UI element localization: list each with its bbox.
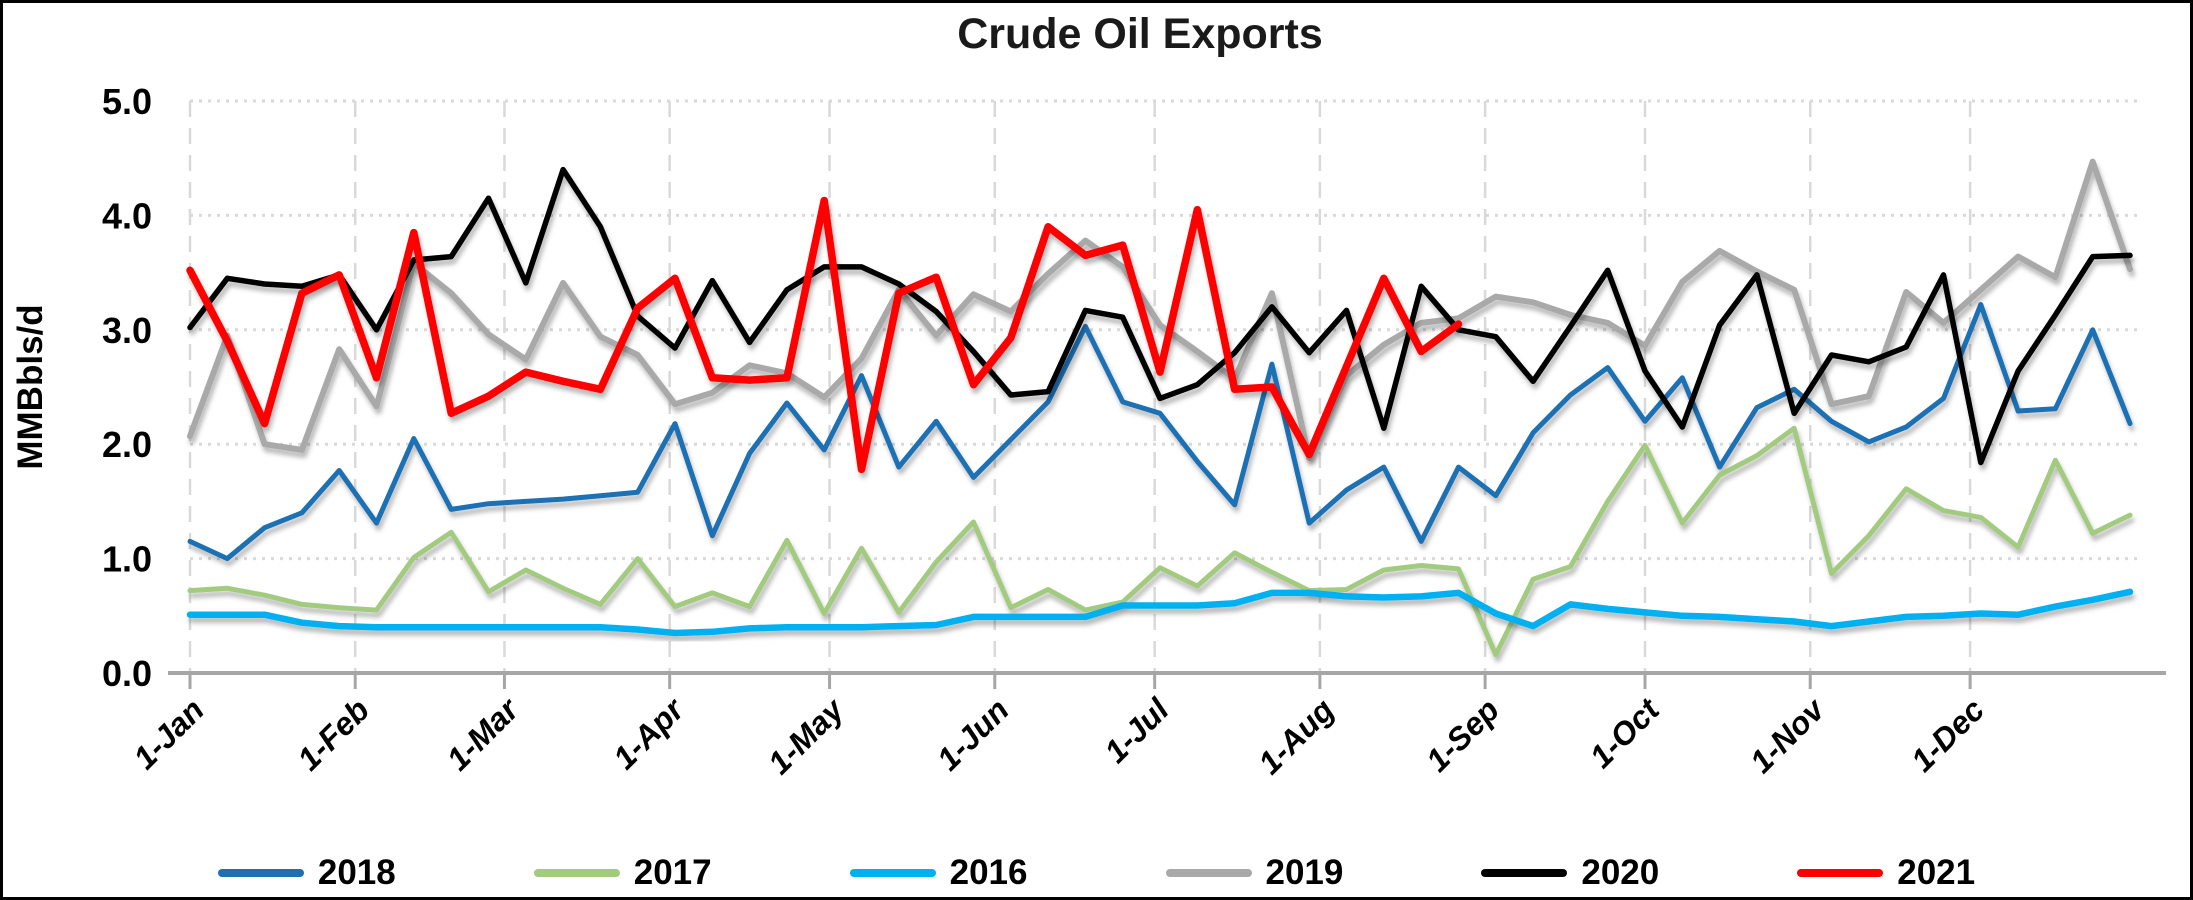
legend-swatch-2017 bbox=[533, 868, 620, 877]
x-tick-label: 1-Dec bbox=[1904, 691, 1991, 778]
legend-item-2021: 2021 bbox=[1797, 855, 1975, 890]
y-tick-label: 0.0 bbox=[102, 653, 152, 694]
legend-swatch-2021 bbox=[1797, 868, 1884, 877]
legend-label-2019: 2019 bbox=[1265, 853, 1344, 892]
x-tick-label: 1-Nov bbox=[1743, 690, 1833, 780]
legend-swatch-2018 bbox=[217, 868, 304, 877]
legend-item-2020: 2020 bbox=[1481, 855, 1659, 890]
tick-labels: 0.0 1.0 2.0 3.0 4.0 5.0 1-Jan 1-Feb 1-Mar 1-Apr 1-… bbox=[102, 81, 1991, 781]
series-lines bbox=[186, 158, 2134, 658]
x-tick-label: 1-Jan bbox=[126, 691, 211, 776]
legend-item-2019: 2019 bbox=[1165, 853, 1344, 892]
legend-swatch-2016 bbox=[849, 868, 936, 877]
legend-label-2017: 2017 bbox=[633, 853, 712, 892]
series-line-2020 bbox=[187, 166, 2133, 466]
series-line-2016 bbox=[186, 588, 2134, 637]
legend-swatch-2019 bbox=[1165, 868, 1252, 877]
legend: 2018 2017 2016 2019 2020 2021 bbox=[0, 855, 2193, 890]
gridlines bbox=[188, 99, 2138, 673]
x-tick-label: 1-Jul bbox=[1097, 691, 1176, 770]
legend-label-2018: 2018 bbox=[317, 853, 396, 892]
legend-swatch-2020 bbox=[1481, 868, 1568, 877]
series-line-2019 bbox=[187, 158, 2133, 461]
x-tick-label: 1-Feb bbox=[290, 691, 376, 777]
legend-label-2020: 2020 bbox=[1581, 853, 1660, 892]
y-axis-title: MMBbls/d bbox=[11, 304, 50, 469]
legend-item-2018: 2018 bbox=[217, 853, 396, 892]
x-tick-label: 1-Sep bbox=[1419, 691, 1506, 778]
series-line-2017 bbox=[187, 425, 2133, 658]
series-line-2021 bbox=[186, 196, 1463, 474]
legend-item-2017: 2017 bbox=[533, 853, 712, 892]
series-line-2018 bbox=[187, 302, 2133, 562]
x-tick-label: 1-Mar bbox=[440, 690, 527, 777]
y-tick-label: 2.0 bbox=[102, 424, 152, 465]
y-tick-label: 5.0 bbox=[102, 81, 152, 122]
chart-title: Crude Oil Exports bbox=[957, 10, 1323, 58]
x-tick-label: 1-Apr bbox=[606, 690, 692, 776]
y-tick-label: 1.0 bbox=[102, 539, 152, 580]
y-tick-label: 4.0 bbox=[102, 195, 152, 236]
legend-label-2021: 2021 bbox=[1897, 853, 1976, 892]
y-tick-label: 3.0 bbox=[102, 310, 152, 351]
x-tick-label: 1-Aug bbox=[1251, 691, 1341, 781]
legend-item-2016: 2016 bbox=[849, 853, 1028, 892]
x-tick-label: 1-Oct bbox=[1583, 691, 1667, 775]
axes bbox=[168, 671, 2166, 689]
legend-label-2016: 2016 bbox=[949, 853, 1028, 892]
x-tick-label: 1-May bbox=[761, 690, 852, 781]
x-tick-label: 1-Jun bbox=[930, 691, 1016, 777]
